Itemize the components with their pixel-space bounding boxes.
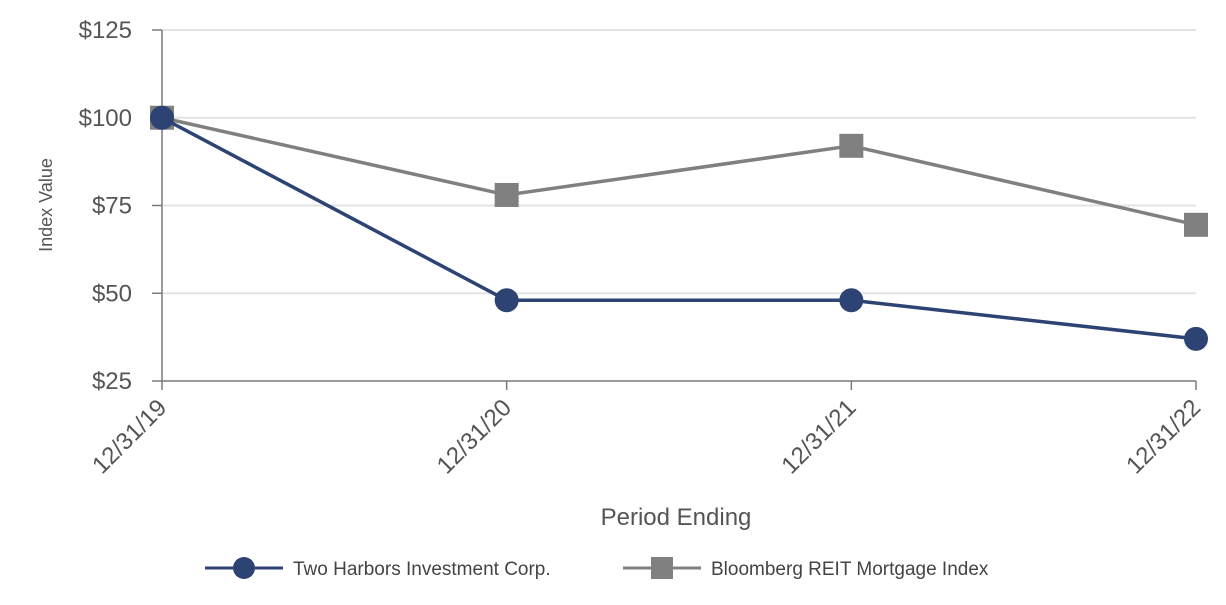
legend-item-two-harbors: Two Harbors Investment Corp.: [205, 557, 551, 580]
x-tick-labels: 12/31/19 12/31/20 12/31/21 12/31/22: [87, 394, 1206, 479]
x-axis-title: Period Ending: [601, 504, 752, 531]
marker-bloomberg-reit-mortgage-index-1: [494, 182, 519, 207]
series-lines: [150, 105, 1208, 351]
marker-bloomberg-reit-mortgage-index-2: [839, 133, 864, 158]
marker-two-harbors-investment-corp-1: [494, 288, 519, 313]
x-tick-label-12-31-19: 12/31/19: [87, 394, 172, 479]
legend: Two Harbors Investment Corp. Bloomberg R…: [205, 557, 989, 580]
grid-lines: [162, 29, 1196, 295]
legend-item-bloomberg: Bloomberg REIT Mortgage Index: [623, 557, 989, 580]
series-line-bloomberg-reit-mortgage-index: [161, 116, 1197, 227]
y-tick-label-25: $25: [92, 368, 132, 395]
y-tick-labels: $25 $50 $75 $100 $125: [79, 17, 132, 395]
y-tick-label-75: $75: [92, 193, 132, 220]
axes: [152, 29, 1197, 390]
marker-two-harbors-investment-corp-0: [150, 105, 174, 130]
y-tick-label-125: $125: [79, 17, 132, 44]
x-tick-label-12-31-22: 12/31/22: [1121, 394, 1206, 479]
y-tick-label-50: $50: [92, 280, 132, 307]
marker-two-harbors-investment-corp-2: [839, 288, 864, 313]
legend-marker-circle: [233, 557, 255, 579]
x-tick-label-12-31-21: 12/31/21: [776, 394, 861, 479]
marker-bloomberg-reit-mortgage-index-3: [1184, 212, 1208, 237]
y-tick-label-100: $100: [79, 105, 132, 132]
legend-label-two-harbors: Two Harbors Investment Corp.: [293, 559, 551, 580]
marker-two-harbors-investment-corp-3: [1184, 326, 1208, 351]
series-line-two-harbors-investment-corp: [161, 116, 1197, 341]
y-axis-title: Index Value: [36, 158, 56, 252]
legend-label-bloomberg: Bloomberg REIT Mortgage Index: [711, 559, 989, 580]
legend-marker-square: [651, 557, 673, 579]
x-tick-label-12-31-20: 12/31/20: [432, 394, 517, 479]
